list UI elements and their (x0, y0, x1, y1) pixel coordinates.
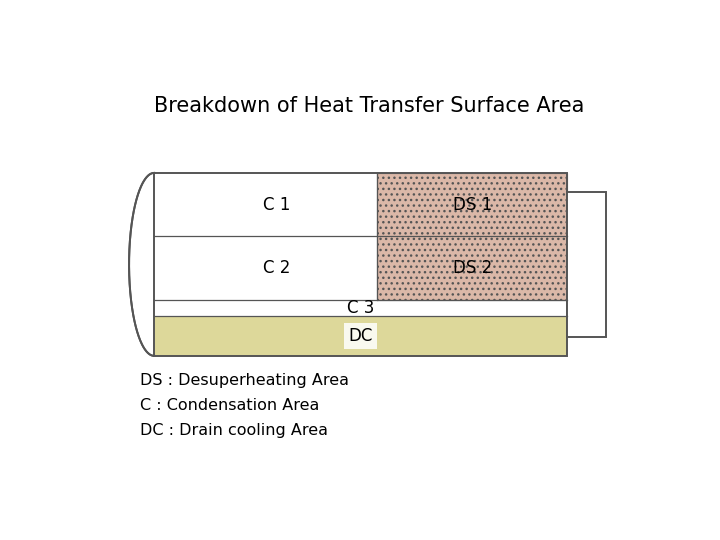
Text: DS 1: DS 1 (453, 195, 492, 214)
Text: C 1: C 1 (264, 195, 291, 214)
Bar (377, 173, 567, 300)
Text: C : Condensation Area: C : Condensation Area (140, 399, 320, 413)
Text: DS 2: DS 2 (453, 259, 492, 277)
Text: Breakdown of Heat Transfer Surface Area: Breakdown of Heat Transfer Surface Area (154, 96, 584, 117)
Text: C 2: C 2 (264, 259, 291, 277)
Text: DS : Desuperheating Area: DS : Desuperheating Area (140, 373, 349, 388)
Text: DC: DC (348, 327, 373, 345)
Polygon shape (129, 173, 154, 356)
Text: C 3: C 3 (347, 299, 374, 317)
Bar (567, 192, 606, 337)
Bar (154, 316, 567, 356)
Bar (154, 173, 567, 356)
Text: DC : Drain cooling Area: DC : Drain cooling Area (140, 423, 328, 438)
